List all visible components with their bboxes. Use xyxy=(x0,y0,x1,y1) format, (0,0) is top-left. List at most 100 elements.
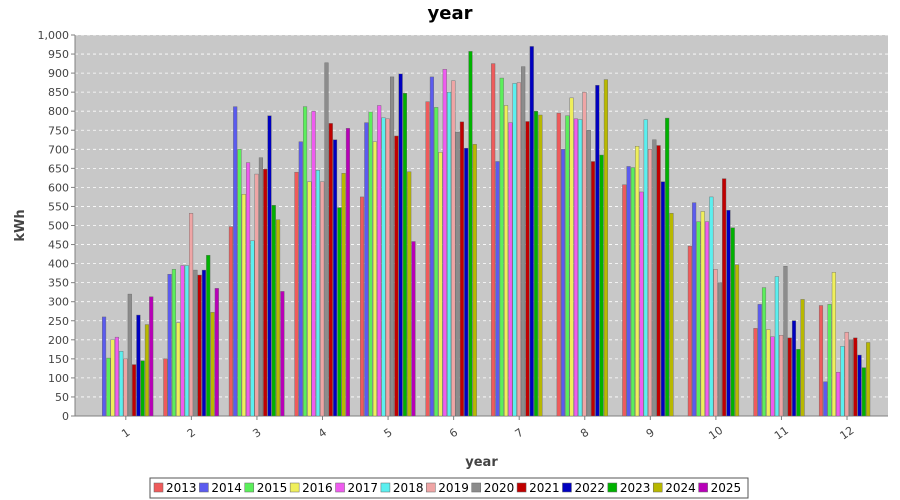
bar-2024-11 xyxy=(800,299,805,417)
bar-2022-7 xyxy=(529,46,534,417)
bar-2020-4 xyxy=(324,62,329,417)
bar-2021-3 xyxy=(263,168,268,417)
bar-2014-11 xyxy=(757,304,762,417)
legend-label-2016: 2016 xyxy=(302,481,333,495)
bar-2015-5 xyxy=(368,111,373,417)
bar-2021-5 xyxy=(394,135,399,417)
bar-2022-4 xyxy=(333,139,338,417)
bar-2023-3 xyxy=(271,205,276,417)
bar-2017-6 xyxy=(442,69,447,417)
bar-2021-1 xyxy=(132,364,137,417)
x-tick-label: 4 xyxy=(316,426,329,441)
x-tick-label: 11 xyxy=(772,424,791,443)
legend-swatch-2019 xyxy=(426,482,436,493)
bar-2018-5 xyxy=(381,117,386,417)
bar-2016-11 xyxy=(766,329,771,417)
bar-2023-6 xyxy=(468,51,473,417)
bar-2016-3 xyxy=(241,194,246,417)
legend-label-2021: 2021 xyxy=(529,481,560,495)
bar-2013-3 xyxy=(228,226,233,417)
bar-2022-10 xyxy=(726,210,731,417)
y-tick-label: 550 xyxy=(48,200,69,213)
legend-label-2025: 2025 xyxy=(711,481,742,495)
bar-2018-2 xyxy=(184,265,189,417)
x-tick-label: 12 xyxy=(838,424,857,443)
bar-2020-2 xyxy=(193,269,198,417)
bar-2015-2 xyxy=(171,269,176,417)
bar-2021-11 xyxy=(787,337,792,417)
bar-2015-1 xyxy=(106,357,111,417)
bar-2017-5 xyxy=(377,105,382,417)
bar-2021-9 xyxy=(656,145,661,417)
bar-2017-7 xyxy=(508,122,513,417)
bar-2019-5 xyxy=(385,118,390,417)
bar-2025-3 xyxy=(280,291,285,417)
y-tick-label: 250 xyxy=(48,315,69,328)
legend-swatch-2013 xyxy=(153,482,164,493)
bar-2023-11 xyxy=(796,349,801,417)
bar-2013-9 xyxy=(622,184,627,417)
bar-2020-11 xyxy=(783,266,788,417)
bar-2015-12 xyxy=(827,304,832,417)
bar-2016-8 xyxy=(569,97,574,417)
bar-2018-6 xyxy=(447,91,452,417)
y-tick-label: 700 xyxy=(48,143,69,156)
bar-2018-11 xyxy=(774,276,779,417)
bar-2014-9 xyxy=(626,166,631,417)
bar-2025-2 xyxy=(214,288,219,417)
x-tick-label: 9 xyxy=(644,426,657,441)
bar-2024-4 xyxy=(341,173,346,417)
bar-2021-8 xyxy=(590,161,596,417)
bar-2014-2 xyxy=(167,274,172,417)
bar-2016-10 xyxy=(700,211,705,417)
bar-2015-9 xyxy=(630,167,635,417)
bar-2013-5 xyxy=(360,196,365,417)
bar-2024-5 xyxy=(407,171,412,417)
bar-2024-3 xyxy=(276,219,281,417)
bar-2019-9 xyxy=(647,149,653,417)
bar-2025-5 xyxy=(411,241,416,417)
bar-2016-9 xyxy=(635,146,640,417)
bar-2015-3 xyxy=(237,149,242,417)
bar-2013-12 xyxy=(818,305,824,417)
bar-2022-6 xyxy=(464,147,469,417)
bar-2019-4 xyxy=(320,181,325,417)
bar-2022-8 xyxy=(595,85,600,417)
bar-2024-6 xyxy=(472,144,477,417)
bar-2013-4 xyxy=(294,171,299,417)
bar-2017-8 xyxy=(573,118,578,417)
legend-swatch-2023 xyxy=(607,482,618,493)
bar-2020-3 xyxy=(258,157,263,417)
bar-2013-2 xyxy=(163,358,168,417)
bar-2021-7 xyxy=(525,121,530,417)
x-axis-label: year xyxy=(465,455,498,470)
bar-2024-8 xyxy=(603,79,608,417)
bar-2020-7 xyxy=(521,66,526,417)
bar-2016-1 xyxy=(110,339,115,417)
legend-swatch-2024 xyxy=(652,482,663,493)
y-tick-label: 500 xyxy=(48,220,69,233)
y-axis-label: kWh xyxy=(13,209,28,241)
bar-2018-9 xyxy=(643,119,648,417)
bar-2022-3 xyxy=(267,115,272,417)
bar-2014-4 xyxy=(298,141,303,417)
y-tick-label: 400 xyxy=(48,258,69,271)
legend-swatch-2022 xyxy=(562,482,572,493)
bar-2020-10 xyxy=(717,282,722,417)
bar-2014-7 xyxy=(495,161,500,417)
y-tick-label: 450 xyxy=(48,239,69,252)
legend-label-2023: 2023 xyxy=(620,481,651,495)
bar-2023-4 xyxy=(337,207,342,417)
bar-2018-10 xyxy=(709,196,714,417)
bar-2022-12 xyxy=(857,354,862,417)
bar-2017-3 xyxy=(246,162,251,417)
bar-2017-4 xyxy=(311,110,316,417)
y-tick-label: 950 xyxy=(48,48,69,61)
bar-2022-5 xyxy=(398,73,403,417)
bar-2014-6 xyxy=(429,76,434,417)
bar-2016-4 xyxy=(307,181,312,417)
bar-2023-7 xyxy=(534,110,539,417)
bar-2015-6 xyxy=(434,107,439,417)
legend-swatch-2025 xyxy=(698,482,708,493)
